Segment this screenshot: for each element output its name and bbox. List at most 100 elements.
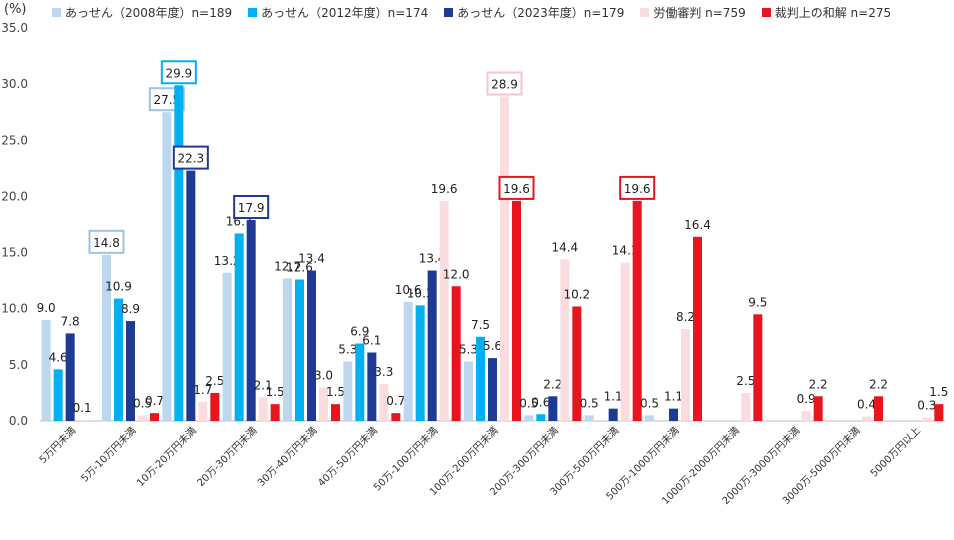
legend-label: 労働審判 n=759: [653, 6, 746, 20]
data-label: 8.9: [121, 302, 140, 316]
data-label: 10.9: [105, 280, 132, 294]
data-label: 19.6: [503, 182, 530, 196]
bar-2-2: [186, 170, 196, 421]
legend-swatch: [761, 8, 771, 17]
y-tick-label: 25.0: [1, 133, 28, 147]
data-label: 14.4: [551, 240, 578, 254]
bar-3-11: [741, 392, 751, 421]
y-tick-label: 10.0: [1, 302, 28, 316]
data-label: 1.5: [326, 385, 345, 399]
bar-2-4: [307, 270, 316, 421]
bar-2-0: [65, 333, 75, 421]
bar-0-6: [403, 301, 413, 421]
bar-1-2: [174, 85, 184, 421]
data-label: 13.2: [214, 254, 241, 268]
data-label: 14.8: [93, 236, 120, 250]
x-tick-label: 20万-30万円未満: [195, 425, 259, 489]
data-label: 7.8: [61, 314, 80, 328]
data-label: 9.0: [37, 301, 56, 315]
x-tick-label: 200万-300万円未満: [488, 425, 561, 498]
y-tick-label: 35.0: [1, 21, 28, 35]
data-label: 4.6: [49, 350, 68, 364]
data-label: 0.7: [386, 394, 405, 408]
data-label: 2.2: [869, 377, 888, 391]
bar-1-3: [234, 233, 244, 421]
bar-2-7: [488, 358, 497, 421]
legend-label: あっせん（2023年度）n=179: [457, 6, 625, 20]
data-label: 6.1: [362, 334, 381, 348]
bar-0-0: [41, 319, 51, 421]
data-label: 10.3: [407, 286, 434, 300]
bar-0-3: [222, 272, 232, 421]
bar-2-8: [548, 396, 558, 421]
bar-3-2: [198, 401, 208, 421]
highlight-box: [233, 195, 270, 220]
x-tick-label: 5万-10万円未満: [79, 425, 139, 485]
highlight-box: [498, 175, 535, 200]
bar-3-6: [439, 200, 449, 421]
y-tick-label: 5.0: [9, 358, 28, 372]
legend-label: あっせん（2012年度）n=174: [261, 6, 429, 20]
legend-label: あっせん（2008年度）n=189: [65, 6, 233, 20]
bar-3-13: [862, 416, 871, 421]
x-tick-label: 300万-500万円未満: [548, 425, 621, 498]
data-label: 27.5: [153, 93, 180, 107]
bar-4-7: [512, 200, 521, 421]
bar-3-9: [620, 262, 630, 421]
data-label: 14.1: [612, 244, 639, 258]
highlight-box: [486, 71, 523, 96]
data-label: 2.2: [809, 377, 828, 391]
data-label: 10.6: [395, 283, 422, 297]
bar-0-2: [162, 112, 172, 421]
data-label: 3.0: [314, 368, 333, 382]
bar-3-10: [681, 328, 690, 421]
data-label: 28.9: [491, 77, 518, 91]
legend-item-2023: あっせん（2023年度）n=179: [444, 4, 624, 21]
bar-0-1: [102, 254, 111, 421]
bar-3-8: [560, 259, 570, 421]
data-label: 1.5: [266, 385, 285, 399]
bar-0-7: [464, 361, 473, 421]
bar-2-9: [608, 408, 618, 421]
bar-0-4: [283, 278, 292, 421]
x-tick-label: 40万-50万円未満: [316, 425, 380, 489]
bar-3-4: [319, 387, 328, 421]
highlight-box: [172, 145, 209, 170]
data-label: 0.5: [640, 396, 659, 410]
data-label: 1.1: [604, 390, 623, 404]
bar-1-0: [53, 369, 63, 421]
data-label: 0.6: [531, 395, 550, 409]
bar-4-6: [451, 286, 461, 421]
bar-0-10: [645, 415, 654, 421]
data-label: 29.9: [165, 66, 192, 80]
data-label: 12.6: [286, 261, 313, 275]
data-label: 17.9: [238, 201, 265, 215]
x-tick-label: 5万円未満: [37, 425, 78, 466]
bar-3-0: [77, 419, 87, 421]
data-label: 0.9: [797, 392, 816, 406]
legend-swatch: [640, 8, 650, 17]
bar-1-4: [295, 279, 304, 421]
data-label: 13.4: [298, 252, 325, 266]
data-label: 19.6: [431, 182, 458, 196]
data-label: 13.4: [419, 252, 446, 266]
bar-2-5: [367, 352, 377, 421]
bar-3-7: [500, 96, 509, 421]
bar-4-10: [693, 236, 702, 421]
data-label: 8.2: [676, 310, 695, 324]
x-tick-label: 50万-100万円未満: [371, 425, 440, 494]
data-label: 5.3: [338, 342, 357, 356]
bar-4-9: [632, 200, 642, 421]
legend-swatch: [248, 8, 258, 17]
bar-2-1: [126, 321, 135, 421]
data-label: 0.5: [580, 396, 599, 410]
bar-3-5: [379, 383, 389, 421]
data-label: 2.5: [205, 374, 224, 388]
data-label: 0.5: [133, 396, 152, 410]
bar-1-7: [476, 336, 485, 421]
data-label: 5.6: [483, 339, 502, 353]
bar-3-3: [258, 397, 268, 421]
highlight-box: [160, 60, 197, 85]
data-label: 12.7: [274, 259, 301, 273]
data-label: 10.2: [563, 287, 590, 301]
